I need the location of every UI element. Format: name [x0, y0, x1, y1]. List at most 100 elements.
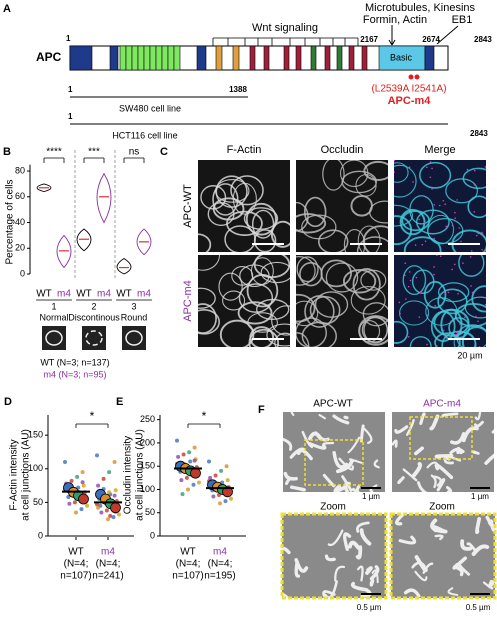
puncta	[414, 244, 417, 246]
data-point	[101, 476, 106, 481]
cell-outline	[296, 293, 316, 323]
column-header: Merge	[424, 144, 455, 156]
puncta	[456, 199, 458, 201]
puncta	[475, 315, 477, 318]
puncta	[454, 217, 456, 220]
puncta	[484, 303, 486, 306]
scale-label: 20 µm	[457, 350, 482, 360]
filopodium	[434, 534, 444, 541]
label: EB1	[452, 14, 473, 26]
filopodium	[332, 414, 350, 425]
puncta	[453, 263, 456, 266]
filopodium	[475, 517, 482, 535]
data-point	[117, 512, 121, 517]
sem-image	[391, 514, 495, 598]
cell-outline	[363, 316, 388, 344]
x-tick-note: (N=4;	[176, 559, 201, 570]
data-point	[96, 483, 101, 488]
label: 1	[66, 34, 71, 43]
significance: ****	[46, 147, 62, 158]
filopodium	[445, 485, 453, 492]
label: 2843	[470, 129, 488, 138]
x-tick-label: m4	[213, 547, 227, 558]
scale-label: 0.5 µm	[466, 603, 491, 612]
puncta	[444, 203, 446, 206]
armadillo-repeat	[173, 45, 181, 71]
puncta	[470, 250, 473, 252]
x-tick-label: WT	[68, 547, 84, 558]
significance: *	[90, 409, 95, 423]
filopodium	[474, 420, 484, 428]
cell-outline	[198, 287, 216, 309]
puncta	[408, 271, 411, 273]
cell-outline	[304, 295, 335, 328]
puncta	[477, 232, 480, 235]
puncta	[434, 304, 436, 307]
puncta	[429, 176, 432, 179]
cell-outline	[325, 262, 359, 293]
data-point	[75, 474, 80, 479]
domain	[69, 45, 93, 71]
domain	[324, 45, 331, 71]
filopodium	[322, 473, 336, 488]
filopodium	[284, 477, 292, 486]
filopodium	[327, 529, 344, 547]
cell-outline	[403, 236, 442, 252]
violin	[116, 258, 132, 275]
puncta	[424, 240, 427, 243]
filopodium	[487, 579, 495, 589]
puncta	[473, 169, 476, 172]
puncta	[470, 285, 472, 287]
data-point	[184, 475, 189, 480]
image-bg	[282, 514, 386, 598]
y-axis-label: Percentage of cells	[5, 179, 16, 264]
label: 1388	[229, 85, 247, 94]
arrow	[436, 25, 459, 45]
cell-outline	[218, 272, 243, 301]
puncta	[481, 231, 483, 234]
armadillo-repeat	[143, 45, 151, 71]
filopodium	[324, 554, 336, 562]
cell-outline	[352, 268, 381, 301]
cell-outline	[360, 269, 387, 291]
label: Formin, Actin	[363, 14, 427, 26]
puncta	[394, 160, 396, 162]
puncta	[481, 232, 484, 235]
data-point	[111, 515, 116, 520]
group-name: Discontinous	[68, 312, 120, 322]
cell-outline	[357, 225, 381, 252]
puncta	[464, 316, 466, 318]
y-tick-label: 20	[15, 243, 25, 253]
filopodium	[335, 459, 354, 474]
data-point	[180, 492, 185, 497]
y-tick-label: 100	[140, 484, 155, 494]
group-name: Normal	[39, 312, 68, 322]
data-point	[188, 459, 193, 464]
armadillo-repeat	[155, 45, 163, 71]
cell-outline	[309, 295, 341, 325]
filopodium	[395, 514, 406, 526]
puncta	[451, 268, 453, 271]
data-point	[107, 490, 112, 495]
data-point	[99, 510, 104, 515]
puncta	[404, 274, 406, 277]
arrow	[391, 39, 396, 46]
violin	[76, 228, 92, 252]
puncta	[399, 312, 401, 315]
filopodium	[365, 566, 373, 575]
label: 2167	[360, 35, 378, 44]
scale-label: 1 µm	[471, 492, 489, 501]
puncta	[477, 320, 479, 323]
label: 2843	[474, 35, 492, 44]
cell-outline	[198, 233, 212, 252]
y-tick-label: 150	[28, 430, 43, 440]
puncta	[412, 181, 414, 183]
filopodium	[452, 565, 464, 577]
armadillo-repeat	[149, 45, 157, 71]
thumbnail-cell	[85, 330, 103, 346]
filopodium	[350, 581, 369, 592]
legend-entry: WT (N=3; n=137)	[40, 357, 109, 367]
data-point	[81, 483, 86, 488]
panel-letter: D	[4, 396, 12, 408]
armadillo-repeat	[167, 45, 175, 71]
